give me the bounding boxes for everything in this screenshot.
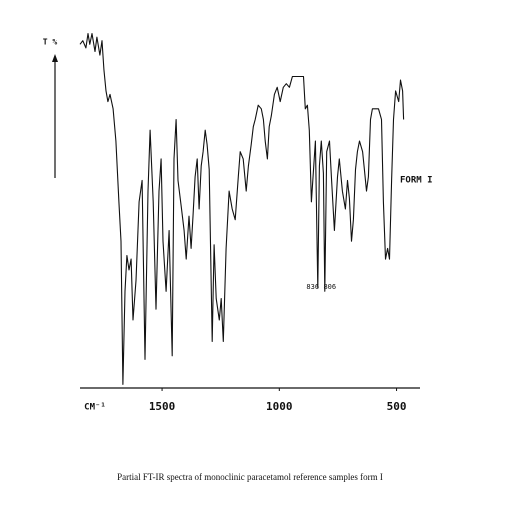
x-label: CM⁻¹: [84, 403, 106, 413]
y-label: T %: [43, 38, 58, 47]
spectrum-line: [79, 33, 405, 385]
x-tick-label: 1500: [149, 400, 176, 413]
series-label: FORM I: [400, 176, 433, 186]
x-tick-label: 1000: [266, 400, 293, 413]
caption: Partial FT-IR spectra of monoclinic para…: [117, 472, 383, 482]
x-tick-label: 500: [387, 400, 407, 413]
y-arrow-head: [52, 54, 58, 62]
peak-label: 806: [323, 283, 336, 291]
peak-label: 836: [306, 283, 319, 291]
